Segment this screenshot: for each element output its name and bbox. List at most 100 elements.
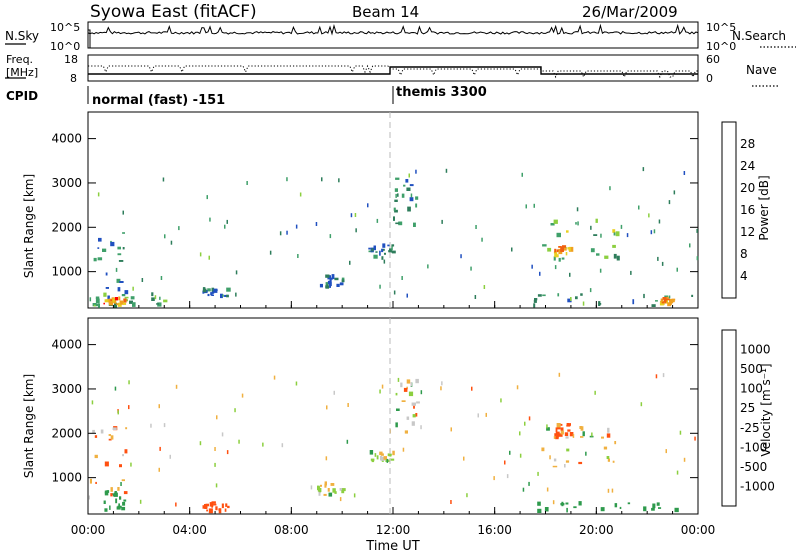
power-echo-cell	[96, 303, 99, 307]
velocity-echo-cell	[341, 490, 345, 494]
power-speckle	[89, 297, 92, 302]
power-echo-cell	[104, 299, 109, 303]
velocity-echo-cell	[318, 491, 321, 496]
power-echo-cell	[547, 247, 552, 252]
velocity-echo-cell	[408, 391, 414, 397]
power-echo-cell	[151, 297, 155, 301]
velocity-echo-cell	[389, 453, 392, 457]
power-echo-cell	[413, 222, 416, 227]
power-echo-cell	[558, 250, 563, 255]
power-speckle	[97, 192, 100, 197]
velocity-echo-cell	[113, 494, 117, 497]
freq-label-line2: [MHz]	[6, 66, 38, 79]
power-speckle	[206, 195, 208, 200]
power-echo-cell	[105, 287, 109, 289]
velocity-echoes	[88, 372, 696, 514]
power-echo-cell	[122, 247, 125, 250]
velocity-speckle	[158, 467, 160, 472]
power-echo-cell	[553, 219, 558, 224]
nave-line	[88, 64, 698, 79]
power-echo-cell	[542, 294, 546, 297]
power-colorbar-label: Power [dB]	[757, 175, 771, 240]
freq-tick-top: 18	[64, 53, 78, 66]
velocity-echo-cell	[400, 382, 403, 388]
power-echo-cell	[215, 289, 218, 291]
velocity-echo-cell	[674, 507, 679, 513]
velocity-speckle	[353, 493, 356, 498]
power-echo-cell	[561, 257, 565, 260]
freq-panel: Freq. [MHz] 18 8 60 0 Nave	[5, 53, 778, 87]
power-echo-cell	[368, 247, 371, 250]
power-echo-cell	[562, 245, 567, 248]
freq-label-line1: Freq.	[6, 53, 33, 66]
velocity-speckle	[549, 455, 551, 460]
velocity-echo-cell	[392, 450, 395, 456]
velocity-speckle	[594, 390, 596, 395]
x-tick-label: 00:00	[681, 523, 716, 537]
velocity-speckle	[522, 487, 525, 492]
power-echo-cell	[126, 299, 128, 302]
velocity-speckle	[524, 421, 526, 426]
power-speckle	[408, 173, 410, 178]
power-echo-cell	[326, 284, 329, 288]
power-frame	[87, 111, 699, 309]
velocity-speckle	[226, 450, 229, 455]
velocity-echo-cell	[108, 438, 112, 441]
power-echo-cell	[395, 222, 400, 225]
velocity-speckle	[450, 427, 452, 432]
velocity-echo-cell	[600, 507, 605, 512]
velocity-frame	[87, 317, 699, 515]
velocity-speckle	[241, 393, 244, 398]
power-speckle	[367, 203, 369, 208]
power-echo-cell	[124, 296, 129, 299]
velocity-speckle	[585, 451, 587, 456]
velocity-speckle	[150, 423, 152, 428]
power-echo-cell	[415, 196, 419, 200]
velocity-echo-cell	[206, 509, 208, 512]
power-echo-cell	[407, 206, 411, 212]
power-speckle	[673, 190, 676, 195]
power-yticks: 1000 2000 3000 4000	[51, 132, 698, 279]
velocity-speckle	[386, 458, 389, 463]
velocity-echo-cell	[330, 483, 335, 486]
velocity-echo-cell	[122, 454, 124, 457]
velocity-echo-cell	[115, 498, 118, 504]
power-speckle	[286, 177, 288, 182]
power-echo-cell	[325, 274, 330, 278]
velocity-echo-cell	[556, 423, 561, 428]
power-speckle	[525, 204, 527, 209]
power-speckle	[676, 267, 678, 272]
power-speckle	[696, 228, 698, 233]
freq-trace	[88, 64, 698, 79]
velocity-echo-cell	[319, 490, 321, 493]
power-echo-cell	[211, 287, 215, 292]
velocity-speckle	[333, 390, 335, 395]
power-echo-cell	[117, 253, 122, 256]
velocity-speckle	[493, 476, 495, 481]
velocity-speckle	[450, 500, 452, 504]
power-speckle	[590, 225, 592, 230]
power-speckle	[661, 261, 664, 266]
velocity-echo-cell	[404, 430, 408, 434]
power-echo-cell	[124, 290, 129, 295]
power-echo-cell	[336, 283, 340, 287]
power-speckle	[642, 167, 645, 172]
velocity-echo-cell	[656, 502, 660, 506]
power-speckle	[246, 181, 248, 185]
power-colorbar-tick: 8	[740, 247, 748, 261]
power-echo-cell	[157, 302, 162, 307]
velocity-echo-cell	[317, 486, 321, 490]
velocity-speckle	[120, 482, 122, 486]
cpid-row: CPID normal (fast) -151 themis 3300	[6, 85, 487, 108]
power-echo-cell	[397, 193, 399, 197]
power-echo-cell	[379, 250, 381, 256]
power-speckle	[226, 219, 228, 224]
power-echo-cell	[387, 244, 390, 247]
velocity-speckle	[114, 386, 117, 391]
velocity-ytick-label: 3000	[51, 382, 82, 396]
velocity-echo-cell	[380, 455, 383, 460]
velocity-echo-cell	[108, 434, 111, 436]
power-ytick-label: 3000	[51, 176, 82, 190]
power-colorbar-tick: 20	[740, 181, 755, 195]
x-tick-label: 04:00	[172, 523, 207, 537]
